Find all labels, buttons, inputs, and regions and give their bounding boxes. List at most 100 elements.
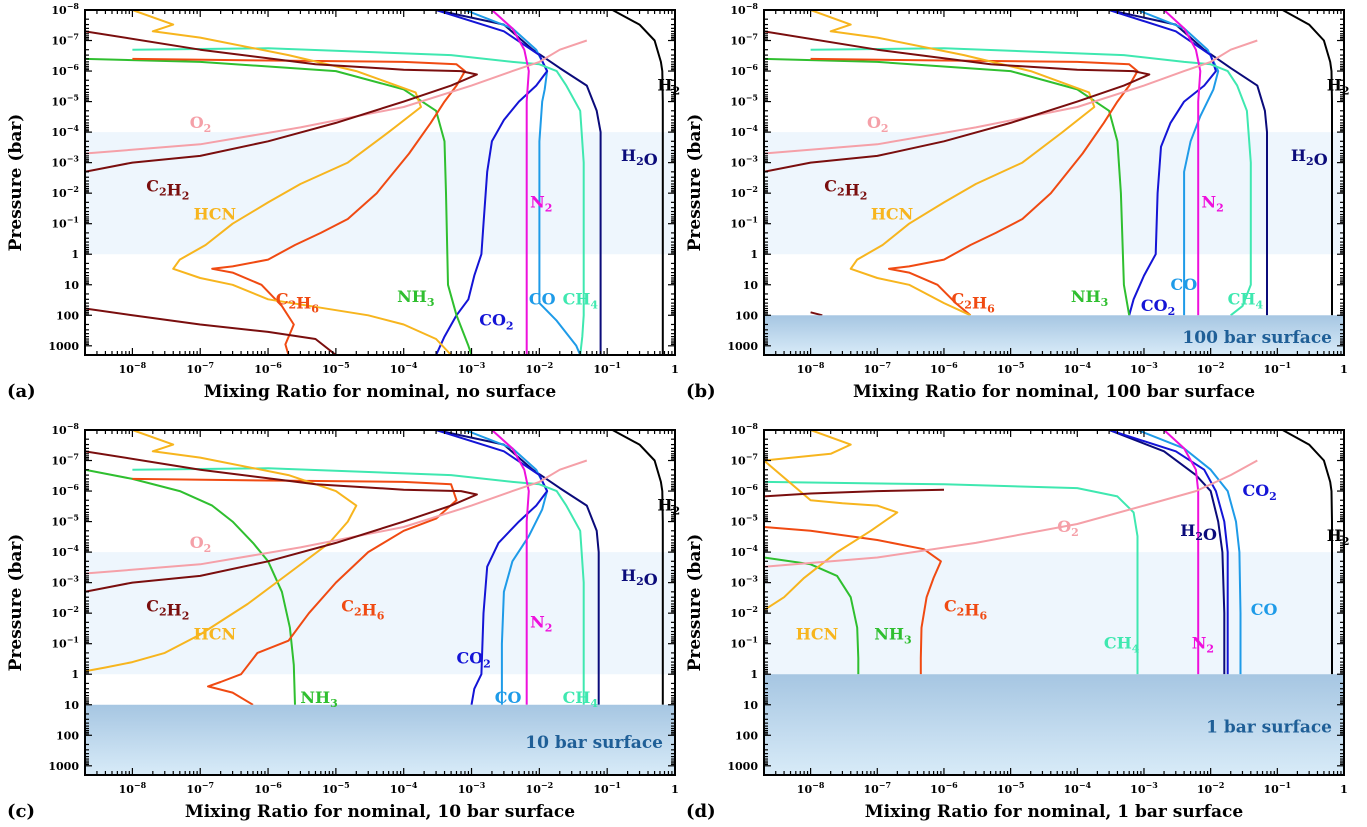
x-tick-label: 10−6	[930, 360, 958, 376]
species-label-o2: O2	[1057, 517, 1079, 539]
y-tick-label: 10−8	[730, 421, 758, 437]
species-label-c2h6: C2H6	[276, 289, 320, 315]
x-axis: 10−8 10−7 10−6 10−5 10−4 10−3 10−2 10−1 1	[763, 430, 1348, 796]
x-tick-label: 10−4	[1064, 780, 1092, 796]
x-tick-label: 10−3	[458, 780, 486, 796]
y-tick-label: 10−1	[730, 215, 758, 231]
x-axis-label: Mixing Ratio for nominal, no surface	[204, 382, 557, 402]
series-line-n2	[1163, 430, 1200, 675]
species-label-h2: H2	[1327, 76, 1350, 98]
x-axis-label: Mixing Ratio for nominal, 10 bar surface	[185, 802, 575, 822]
species-label-co: CO	[1171, 275, 1198, 294]
y-axis-label: Pressure (bar)	[6, 114, 26, 252]
series-line-o2	[85, 459, 588, 575]
species-label-nh3: NH3	[300, 688, 337, 710]
y-tick-label: 10	[64, 279, 80, 292]
shaded-band	[764, 132, 1344, 255]
x-tick-label: 10−4	[390, 780, 418, 796]
y-tick-label: 10−1	[730, 635, 758, 651]
species-label-n2: N2	[1192, 634, 1214, 656]
species-label-ch4: CH4	[563, 688, 599, 710]
species-label-n2: N2	[530, 612, 552, 634]
series-line-c2h6	[764, 526, 942, 675]
series-lines	[764, 430, 1333, 675]
x-tick-label: 10−3	[1130, 780, 1158, 796]
series-line-nh3	[764, 556, 860, 675]
species-label-ch4: CH4	[563, 289, 599, 311]
y-tick-label: 1	[750, 248, 758, 261]
surface-block	[764, 674, 1344, 775]
panel-label: (d)	[686, 801, 716, 822]
x-axis-label: Mixing Ratio for nominal, 100 bar surfac…	[853, 382, 1255, 402]
x-tick-label: 10−5	[322, 360, 350, 376]
y-tick-label: 100	[56, 729, 79, 742]
y-tick-label: 10−7	[730, 452, 758, 468]
surface-label: 100 bar surface	[1182, 328, 1332, 348]
series-line-c2h2_deep	[810, 311, 823, 317]
panel-c: 10 bar surface H2 H2O CO CO2 CH4 N2 NH3 C2H6 HCN O…	[6, 421, 680, 822]
species-label-n2: N2	[1202, 192, 1224, 214]
x-axis-label: Mixing Ratio for nominal, 1 bar surface	[865, 802, 1244, 822]
series-line-n2	[1163, 10, 1202, 316]
surface-label: 10 bar surface	[525, 733, 663, 753]
panel-d: 1 bar surface H2 H2O CO CO2 CH4 N2 NH3 C2H6 HCN O2…	[685, 421, 1349, 822]
plot-frame	[763, 9, 1345, 356]
series-line-h2o	[1108, 10, 1268, 316]
series-line-h2	[612, 430, 664, 705]
species-label-h2o: H2O	[1291, 146, 1328, 169]
y-tick-label: 10−7	[730, 32, 758, 48]
y-tick-label: 1	[71, 248, 79, 261]
series-line-h2	[1282, 10, 1333, 316]
species-label-hcn: HCN	[194, 205, 236, 224]
y-tick-label: 10−5	[730, 513, 758, 529]
x-axis: 10−8 10−7 10−6 10−5 10−4 10−3 10−2 10−1 1	[84, 10, 679, 376]
x-tick-label: 10−3	[1130, 360, 1158, 376]
surface-block	[764, 315, 1344, 355]
x-tick-label: 10−1	[1264, 780, 1292, 796]
x-tick-label: 10−6	[930, 780, 958, 796]
y-tick-label: 1	[71, 668, 79, 681]
x-tick-label: 10−7	[186, 360, 214, 376]
species-label-co2: CO2	[479, 311, 513, 333]
series-line-hcn	[764, 430, 899, 612]
species-label-o2: O2	[190, 533, 212, 555]
species-label-co: CO	[1251, 600, 1278, 619]
x-tick-label: 10−8	[119, 780, 147, 796]
y-tick-label: 10−6	[730, 482, 758, 498]
y-tick-label: 10−8	[730, 1, 758, 17]
shaded-band	[85, 132, 675, 255]
x-tick-label: 1	[1340, 783, 1348, 796]
series-line-h2	[1282, 430, 1333, 675]
y-axis: 10−8 10−7 10−6 10−5 10−4 10−3 10−2 10−1 1 10 100 10…	[48, 1, 675, 356]
y-tick-label: 10−6	[51, 62, 79, 78]
shaded-band	[764, 552, 1344, 675]
species-label-c2h6: C2H6	[341, 596, 385, 622]
y-tick-label: 1000	[48, 340, 79, 353]
series-line-h2	[612, 10, 664, 355]
x-tick-label: 10−5	[322, 780, 350, 796]
y-axis-label: Pressure (bar)	[6, 534, 26, 672]
species-label-n2: N2	[530, 192, 552, 214]
series-line-c2h6	[810, 57, 1139, 317]
species-label-co: CO	[529, 289, 556, 308]
x-axis: 10−8 10−7 10−6 10−5 10−4 10−3 10−2 10−1 1	[763, 10, 1348, 376]
x-tick-label: 10−3	[458, 360, 486, 376]
series-line-o2	[764, 39, 1258, 155]
y-axis: 10−8 10−7 10−6 10−5 10−4 10−3 10−2 10−1 1 10 100 10…	[48, 421, 675, 776]
y-tick-label: 10−5	[730, 93, 758, 109]
species-label-hcn: HCN	[871, 205, 913, 224]
y-tick-label: 100	[735, 729, 758, 742]
y-tick-label: 10−2	[51, 184, 79, 200]
y-tick-label: 10−6	[51, 482, 79, 498]
series-line-c2h2_deep	[85, 307, 337, 355]
x-tick-label: 10−4	[1064, 360, 1092, 376]
panel-label: (c)	[7, 801, 35, 822]
series-line-co	[464, 10, 582, 355]
panel-label: (b)	[686, 381, 716, 402]
series-line-o2	[764, 459, 1258, 568]
species-label-co2: CO2	[456, 648, 490, 670]
series-line-c2h6	[132, 57, 466, 355]
y-tick-label: 10−2	[51, 604, 79, 620]
series-line-o2	[85, 39, 588, 155]
